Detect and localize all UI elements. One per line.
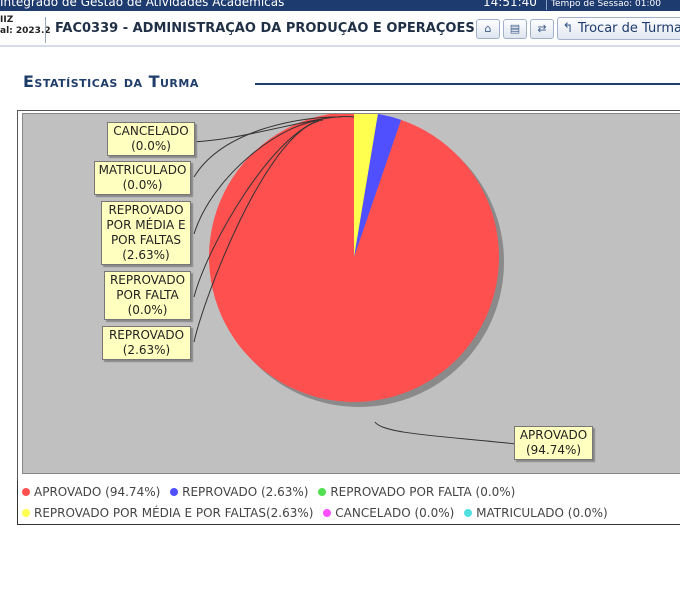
- leader-line: [374, 421, 517, 445]
- pie-chart: [185, 112, 517, 445]
- chart-plot-area: [22, 112, 680, 474]
- label-matriculado-line1: MATRICULADO: [98, 163, 187, 177]
- legend-text: REPROVADO POR MÉDIA E POR FALTAS(2.63%): [34, 506, 314, 520]
- label-rpf-line1: REPROVADO: [109, 273, 186, 287]
- section-rule: [255, 83, 680, 85]
- pie-slice-reprovado: [354, 113, 402, 257]
- label-matriculado-line2: (0.0%): [122, 178, 163, 192]
- swap-button[interactable]: ⇄: [530, 19, 554, 39]
- legend-item: CANCELADO (0.0%): [323, 506, 454, 520]
- back-arrow-icon: ↰: [562, 21, 574, 36]
- user-period: al: 2023.2: [0, 26, 51, 36]
- label-aprovado: APROVADO (94.74%): [514, 426, 593, 460]
- system-name: Integrado de Gestão de Atividades Acadêm…: [0, 0, 285, 9]
- top-bar: Integrado de Gestão de Atividades Acadêm…: [0, 0, 680, 11]
- label-rmf-line1: REPROVADO: [108, 203, 184, 217]
- legend-item: REPROVADO (2.63%): [170, 485, 309, 499]
- label-aprovado-line1: APROVADO: [519, 428, 588, 442]
- label-matriculado: MATRICULADO (0.0%): [94, 161, 191, 195]
- home-icon: ⌂: [484, 22, 492, 35]
- label-reprovado-line2: (2.63%): [122, 343, 171, 357]
- clock: 14:51:40: [483, 0, 537, 9]
- legend-swatch: [22, 509, 30, 517]
- legend-text: REPROVADO POR FALTA (0.0%): [330, 485, 516, 499]
- label-rpf-line2: POR FALTA: [116, 288, 179, 302]
- label-rpf-line3: (0.0%): [127, 303, 168, 317]
- course-title: FAC0339 - ADMINISTRAÇÃO DA PRODUÇÃO E OP…: [55, 21, 476, 36]
- legend-text: REPROVADO (2.63%): [182, 485, 309, 499]
- label-reprovado-line1: REPROVADO: [108, 328, 185, 342]
- leader-line: [193, 116, 342, 178]
- label-rmf-line3: POR FALTAS: [110, 233, 182, 247]
- legend-item: APROVADO (94.74%): [22, 485, 160, 499]
- session-timer: Tempo de Sessão: 01:00: [546, 0, 661, 10]
- home-button[interactable]: ⌂: [476, 19, 500, 39]
- swap-icon: ⇄: [537, 22, 547, 35]
- legend-swatch: [170, 488, 179, 496]
- label-aprovado-line2: (94.74%): [525, 443, 582, 457]
- print-button[interactable]: ▤: [503, 19, 527, 39]
- leader-line: [193, 119, 324, 235]
- legend-swatch: [22, 488, 30, 496]
- legend-item: MATRICULADO (0.0%): [464, 506, 608, 520]
- label-rmf-line4: (2.63%): [122, 248, 170, 262]
- section-title: Estatísticas da Turma: [23, 72, 205, 91]
- pie-slice-reprovado-por-m-dia-e-por-faltas: [354, 112, 378, 257]
- chart-legend: APROVADO (94.74%) REPROVADO (2.63%) REPR…: [17, 481, 680, 525]
- pie-slice-aprovado: [209, 112, 500, 403]
- legend-row-2: REPROVADO POR MÉDIA E POR FALTAS(2.63%) …: [22, 506, 614, 520]
- label-reprovado-por-falta: REPROVADO POR FALTA (0.0%): [104, 271, 191, 320]
- label-cancelado-line2: (0.0%): [131, 139, 171, 153]
- legend-swatch: [464, 509, 473, 517]
- legend-item: REPROVADO POR FALTA (0.0%): [318, 485, 515, 499]
- label-reprovado: REPROVADO (2.63%): [102, 326, 191, 360]
- legend-swatch: [318, 488, 327, 496]
- legend-text: MATRICULADO (0.0%): [476, 506, 608, 520]
- change-class-label: Trocar de Turma: [578, 21, 680, 36]
- user-name: IIZ: [0, 15, 14, 25]
- leader-line: [193, 121, 316, 343]
- legend-text: APROVADO (94.74%): [34, 485, 161, 499]
- legend-row-1: APROVADO (94.74%) REPROVADO (2.63%) REPR…: [22, 485, 521, 499]
- print-icon: ▤: [509, 22, 521, 35]
- label-rmf-line2: POR MÉDIA E: [106, 218, 186, 232]
- user-info: IIZ al: 2023.2: [0, 15, 51, 37]
- legend-text: CANCELADO (0.0%): [335, 506, 455, 520]
- legend-swatch: [323, 509, 332, 517]
- legend-item: REPROVADO POR MÉDIA E POR FALTAS(2.63%): [22, 506, 313, 520]
- label-cancelado: CANCELADO (0.0%): [107, 122, 195, 156]
- header-divider: [45, 17, 46, 43]
- label-reprovado-media-faltas: REPROVADO POR MÉDIA E POR FALTAS (2.63%): [101, 201, 191, 265]
- change-class-button[interactable]: ↰ Trocar de Turma: [557, 17, 680, 40]
- label-cancelado-line1: CANCELADO: [113, 124, 189, 138]
